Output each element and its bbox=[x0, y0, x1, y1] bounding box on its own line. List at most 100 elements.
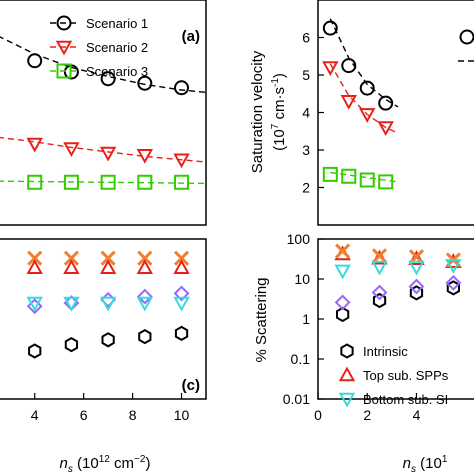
y-tick-label-b-1: 2 bbox=[302, 180, 310, 196]
y-axis-label-b: Saturation velocity bbox=[249, 50, 266, 173]
x-tick-label-d-1: 2 bbox=[363, 407, 371, 423]
data-point-b-2-1 bbox=[341, 168, 357, 184]
data-point-c-4-4 bbox=[174, 325, 189, 342]
x-axis-label-c-sup: 12 bbox=[99, 454, 111, 465]
y-axis-label-b-sup2: -1 bbox=[270, 78, 281, 87]
legend-d: Intrinsic Top sub. SPPs Bottom sub. SI bbox=[338, 343, 449, 408]
data-point-a-2-4 bbox=[174, 174, 190, 190]
legend-d-marker-0 bbox=[340, 343, 354, 359]
data-point-b-0-2 bbox=[359, 80, 375, 96]
fit-line-b-1 bbox=[329, 63, 399, 134]
data-point-c-1-3 bbox=[136, 259, 154, 274]
data-point-a-1-0 bbox=[26, 137, 43, 153]
legend-a-marker-0 bbox=[56, 15, 72, 31]
data-point-d-2-0 bbox=[335, 243, 351, 259]
legend-d-marker-2 bbox=[338, 392, 356, 408]
data-point-c-4-2 bbox=[101, 332, 115, 348]
panel-label-c: (c) bbox=[182, 377, 200, 394]
data-point-a-2-2 bbox=[100, 174, 116, 190]
data-point-a-2-3 bbox=[137, 174, 153, 190]
data-point-b-0-3 bbox=[378, 95, 394, 111]
y-axis-label-b-end: ) bbox=[271, 73, 288, 78]
x-tick-label-d-2: 4 bbox=[413, 407, 421, 423]
data-point-c-4-0 bbox=[28, 343, 42, 359]
legend-b-marker-0 bbox=[459, 29, 474, 45]
data-point-c-2-3 bbox=[136, 288, 153, 305]
data-point-d-3-1 bbox=[371, 260, 388, 276]
x-axis-label-d-sup: 1 bbox=[442, 454, 448, 465]
legend-a: Scenario 1 Scenario 2 Scenario 3 bbox=[50, 15, 148, 79]
data-point-c-3-4 bbox=[173, 296, 190, 312]
y-axis-label-b-line1: Saturation velocity bbox=[249, 50, 266, 173]
y-ticks-b: 2 3 4 5 6 bbox=[302, 30, 324, 196]
data-point-d-4-2 bbox=[408, 278, 425, 295]
data-point-b-1-1 bbox=[340, 95, 357, 110]
x-tick-label-c-2: 8 bbox=[129, 407, 137, 423]
data-point-d-2-1 bbox=[371, 248, 388, 264]
y-tick-label-b-4: 5 bbox=[302, 67, 310, 83]
data-point-c-0-2 bbox=[100, 250, 116, 266]
plot-area-a bbox=[0, 36, 207, 190]
data-point-b-1-2 bbox=[359, 108, 376, 123]
data-point-b-2-0 bbox=[322, 166, 338, 182]
data-point-c-3-2 bbox=[99, 296, 117, 312]
data-point-a-1-3 bbox=[136, 149, 154, 164]
x-tick-label-c-1: 6 bbox=[80, 407, 88, 423]
data-point-c-1-1 bbox=[63, 259, 80, 274]
y-tick-label-b-3: 4 bbox=[302, 105, 310, 121]
x-axis-label-c: ns (1012 cm−2) bbox=[60, 454, 151, 474]
data-point-a-2-1 bbox=[63, 174, 79, 190]
data-point-c-2-4 bbox=[173, 285, 190, 302]
data-point-c-1-4 bbox=[173, 259, 190, 274]
panel-c: (c) 4 6 8 10 ns (1012 cm−2) bbox=[0, 238, 207, 474]
plot-area-d bbox=[334, 243, 462, 323]
x-axis-label-d-sub: s bbox=[411, 464, 416, 474]
data-point-b-2-2 bbox=[359, 172, 375, 188]
data-point-c-4-1 bbox=[64, 336, 79, 353]
y-tick-label-d-0: 100 bbox=[287, 231, 311, 247]
data-point-c-2-0 bbox=[26, 298, 43, 315]
y-tick-label-d-3: 0.1 bbox=[291, 351, 311, 367]
y-axis-label-b-tail: cm·s bbox=[271, 87, 288, 124]
data-point-a-1-1 bbox=[63, 142, 80, 158]
x-axis-label-c-unit2: cm bbox=[110, 455, 134, 472]
data-point-c-3-1 bbox=[63, 296, 80, 312]
data-point-c-1-0 bbox=[26, 259, 43, 274]
data-point-d-3-2 bbox=[408, 260, 425, 276]
y-tick-label-b-5: 6 bbox=[302, 30, 310, 46]
y-axis-label-b-open: (10 bbox=[271, 129, 288, 151]
plot-area-c bbox=[26, 250, 190, 359]
data-point-d-0-2 bbox=[409, 285, 424, 301]
x-axis-label-c-unit: (10 bbox=[73, 455, 99, 472]
data-point-d-0-1 bbox=[372, 292, 387, 309]
data-point-d-4-0 bbox=[334, 294, 351, 311]
data-point-b-0-0 bbox=[322, 20, 338, 36]
panel-label-a: (a) bbox=[182, 28, 200, 45]
x-axis-label-c-end: ) bbox=[145, 455, 150, 472]
legend-d-label-2: Bottom sub. SI bbox=[363, 392, 448, 407]
data-point-b-2-3 bbox=[378, 174, 394, 190]
axes-frame-b bbox=[317, 0, 474, 226]
x-tick-label-c-0: 4 bbox=[31, 407, 39, 423]
data-point-c-3-3 bbox=[136, 296, 154, 312]
plot-area-b bbox=[322, 18, 474, 190]
data-point-a-0-0 bbox=[27, 53, 43, 69]
data-point-a-1-4 bbox=[173, 153, 190, 169]
x-tick-label-c-3: 10 bbox=[174, 407, 190, 423]
data-point-c-0-3 bbox=[137, 250, 153, 266]
axes-frame-a bbox=[0, 0, 207, 226]
legend-a-marker-1 bbox=[55, 40, 73, 56]
y-axis-label-b-units: (107 cm·s-1) bbox=[270, 73, 288, 151]
legend-a-label-2: Scenario 3 bbox=[86, 64, 148, 79]
data-point-c-1-2 bbox=[99, 259, 117, 274]
x-axis-label-c-var: n bbox=[60, 455, 68, 472]
y-axis-label-b-sup: 7 bbox=[270, 123, 281, 129]
data-point-c-0-0 bbox=[27, 250, 43, 266]
data-point-c-4-3 bbox=[138, 328, 152, 345]
data-point-d-4-3 bbox=[445, 274, 462, 291]
data-point-b-1-3 bbox=[377, 121, 394, 137]
fit-line-a-1 bbox=[0, 136, 207, 163]
x-tick-label-d-0: 0 bbox=[314, 407, 322, 423]
y-ticks-d: 100 10 1 0.1 0.01 bbox=[283, 231, 324, 407]
